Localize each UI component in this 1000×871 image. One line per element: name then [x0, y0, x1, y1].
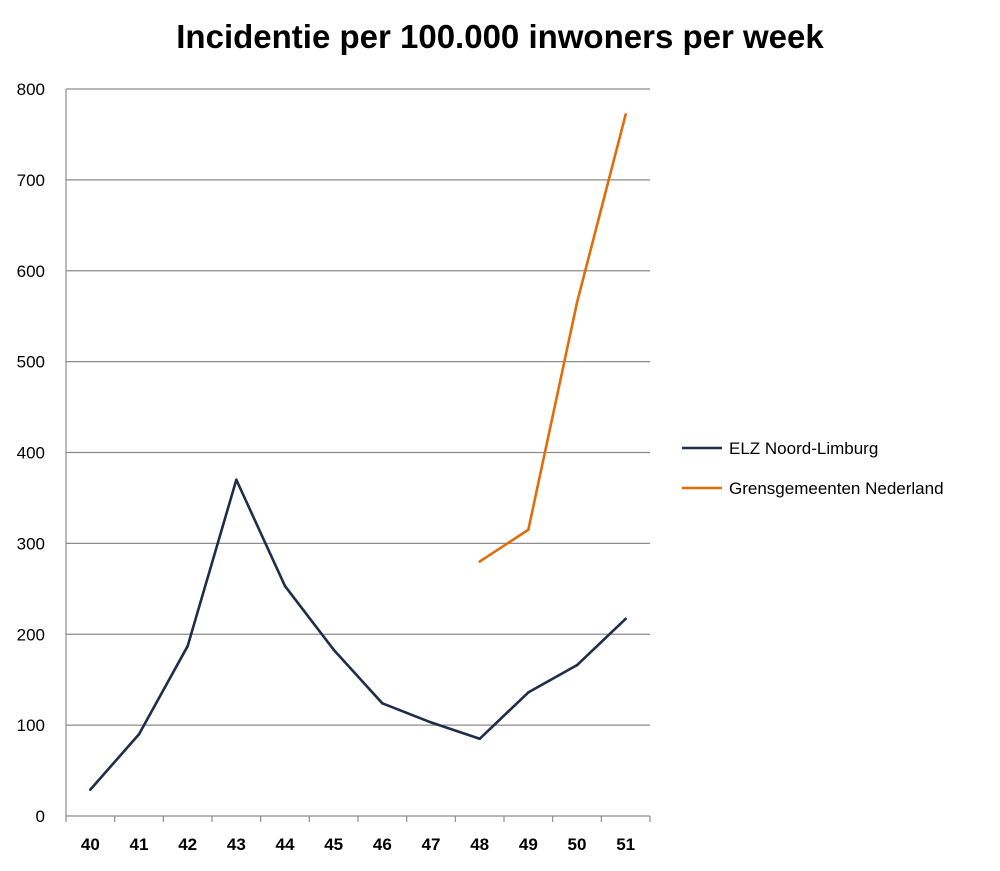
gridlines: [66, 88, 650, 726]
y-tick-label: 100: [17, 716, 45, 735]
data-point: [624, 617, 627, 621]
y-axis-ticks: 0 100 200 300 400 500 600 700 800: [17, 80, 45, 826]
data-point: [332, 648, 335, 651]
x-tick-label: 45: [324, 835, 343, 854]
data-point: [478, 560, 481, 563]
data-point: [575, 663, 579, 667]
chart-title: Incidentie per 100.000 inwoners per week: [176, 18, 824, 55]
x-tick-label: 40: [81, 835, 100, 854]
axes: [65, 89, 651, 822]
data-point: [527, 691, 530, 694]
data-point: [235, 478, 238, 482]
data-point: [429, 721, 433, 724]
data-point: [624, 113, 627, 116]
x-tick-label: 41: [130, 835, 149, 854]
y-tick-label: 500: [17, 353, 45, 372]
y-tick-label: 800: [17, 80, 45, 99]
x-tick-label: 42: [178, 835, 197, 854]
x-tick-label: 50: [568, 835, 587, 854]
x-tick-label: 48: [470, 835, 489, 854]
x-tick-label: 43: [227, 835, 246, 854]
y-tick-label: 200: [17, 625, 45, 644]
data-point: [527, 528, 530, 532]
data-point: [89, 788, 92, 791]
x-tick-label: 51: [616, 835, 635, 854]
legend: ELZ Noord-Limburg Grensgemeenten Nederlan…: [682, 439, 944, 498]
data-point: [186, 644, 189, 648]
x-tick-label: 49: [519, 835, 538, 854]
x-tick-label: 47: [422, 835, 441, 854]
data-point: [283, 584, 287, 588]
data-point: [137, 732, 141, 736]
data-point: [381, 702, 384, 705]
y-tick-label: 600: [17, 262, 45, 281]
data-point: [478, 737, 481, 741]
y-tick-label: 400: [17, 444, 45, 463]
x-tick-label: 44: [276, 835, 295, 854]
series-lines: [89, 113, 627, 791]
y-tick-label: 0: [36, 807, 45, 826]
y-tick-label: 300: [17, 534, 45, 553]
x-tick-label: 46: [373, 835, 392, 854]
data-point: [575, 301, 579, 304]
y-tick-label: 700: [17, 171, 45, 190]
series-line-1: [478, 114, 627, 563]
legend-label-0: ELZ Noord-Limburg: [729, 439, 878, 458]
series-line-0: [89, 478, 627, 791]
x-axis-ticks: 40 41 42 43 44 45 46 47 48 49 50 51: [81, 835, 635, 854]
legend-label-1: Grensgemeenten Nederland: [729, 479, 944, 498]
